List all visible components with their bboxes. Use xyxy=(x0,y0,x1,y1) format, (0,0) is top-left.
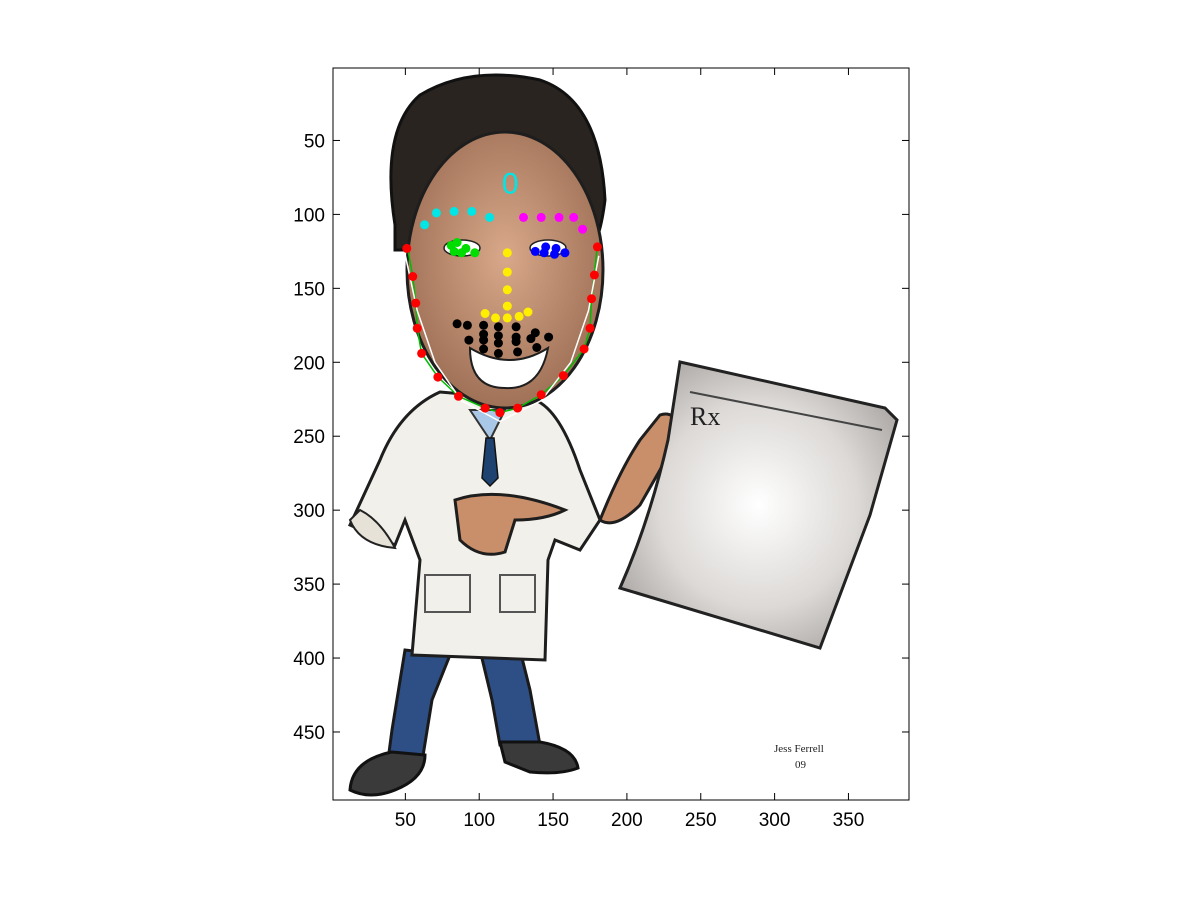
landmark-point-s4-4 xyxy=(550,249,559,259)
rx-symbol: Rx xyxy=(690,402,720,431)
landmark-point-s0-8 xyxy=(495,408,505,418)
landmark-point-s3-4 xyxy=(457,248,466,258)
coat-drawing xyxy=(348,390,682,662)
landmark-point-s6-18 xyxy=(479,335,489,345)
landmark-curve-1 xyxy=(404,255,600,423)
landmark-point-s5-5 xyxy=(491,313,500,323)
x-tick-label-5: 300 xyxy=(759,810,791,831)
landmark-point-s0-0 xyxy=(402,243,412,253)
landmark-point-s6-13 xyxy=(493,331,503,341)
y-tick-label-5: 300 xyxy=(293,501,325,522)
landmark-point-s3-5 xyxy=(449,246,459,256)
landmark-point-s6-4 xyxy=(511,322,521,332)
landmark-point-s5-8 xyxy=(523,307,533,317)
landmark-point-s5-6 xyxy=(502,313,512,323)
landmark-point-s2-0 xyxy=(519,212,528,222)
cartoon-image: Rx Jess Ferrell 09 xyxy=(333,68,909,800)
y-tick-label-7: 400 xyxy=(293,649,325,670)
landmark-point-s6-9 xyxy=(493,348,503,358)
x-axis: 50 100 150 200 250 300 350 xyxy=(395,68,864,831)
y-tick-label-3: 200 xyxy=(293,353,325,374)
landmark-point-s1-2 xyxy=(449,206,459,216)
landmark-point-s5-1 xyxy=(502,267,512,277)
landmark-point-s6-10 xyxy=(479,344,489,354)
landmark-point-s1-3 xyxy=(467,206,477,216)
landmark-point-s1-0 xyxy=(420,220,430,230)
y-tick-label-4: 250 xyxy=(293,427,325,448)
axes-frame xyxy=(332,67,910,801)
landmark-point-s4-3 xyxy=(560,248,570,258)
landmark-point-s4-5 xyxy=(539,248,549,258)
landmark-point-s0-13 xyxy=(585,323,595,333)
x-tick-label-6: 350 xyxy=(833,810,865,831)
landmark-point-s1-4 xyxy=(485,212,495,222)
y-tick-label-6: 350 xyxy=(293,575,325,596)
landmark-point-s2-4 xyxy=(578,224,588,234)
landmark-point-s0-9 xyxy=(513,403,523,413)
landmark-point-s0-11 xyxy=(558,371,568,381)
x-tick-label-4: 250 xyxy=(685,810,717,831)
landmark-point-s5-2 xyxy=(502,285,512,295)
landmark-point-s0-7 xyxy=(480,403,490,413)
signature-line1: Jess Ferrell xyxy=(774,743,824,755)
landmark-point-s1-1 xyxy=(431,208,441,218)
y-tick-label-0: 50 xyxy=(304,131,325,152)
landmark-point-s0-3 xyxy=(412,323,422,333)
landmark-point-s6-0 xyxy=(452,319,462,329)
landmark-point-s0-2 xyxy=(411,298,421,308)
y-tick-label-2: 150 xyxy=(293,279,325,300)
landmark-point-s5-7 xyxy=(514,311,524,321)
x-tick-label-2: 150 xyxy=(537,810,569,831)
landmark-point-s2-3 xyxy=(569,212,579,222)
prescription-sheet: Rx Jess Ferrell 09 xyxy=(617,360,899,771)
landmark-point-s0-5 xyxy=(433,372,443,382)
signature-line2: 09 xyxy=(795,759,807,771)
landmark-point-s3-3 xyxy=(470,248,480,258)
landmark-point-s0-1 xyxy=(408,272,418,281)
landmark-point-s6-1 xyxy=(462,320,472,330)
landmark-point-s0-15 xyxy=(589,270,599,280)
landmark-label: 0 xyxy=(502,167,519,200)
landmark-point-s6-16 xyxy=(511,337,521,347)
landmark-point-s0-12 xyxy=(579,344,589,354)
y-tick-label-8: 450 xyxy=(293,723,325,744)
landmark-point-s5-3 xyxy=(502,301,512,311)
landmark-point-s0-6 xyxy=(454,391,463,401)
landmark-points xyxy=(402,206,602,418)
landmark-point-s6-7 xyxy=(532,343,542,352)
landmark-point-s0-16 xyxy=(592,242,602,252)
landmark-point-s5-4 xyxy=(480,309,490,318)
landmark-point-s6-11 xyxy=(464,335,474,345)
landmark-point-s2-1 xyxy=(536,212,546,222)
landmark-point-s3-1 xyxy=(452,238,462,247)
landmark-point-s0-4 xyxy=(417,348,427,358)
y-axis: 50 100 150 200 250 300 350 400 450 xyxy=(293,131,909,744)
landmark-point-s6-6 xyxy=(544,332,554,342)
landmark-point-s6-8 xyxy=(513,347,523,357)
landmark-point-s6-3 xyxy=(493,322,503,332)
landmark-point-s4-0 xyxy=(530,246,540,256)
landmark-point-s6-15 xyxy=(526,334,536,344)
landmark-point-s5-0 xyxy=(502,248,512,258)
y-tick-label-1: 100 xyxy=(293,205,325,226)
landmark-point-s0-10 xyxy=(536,390,546,400)
landmark-point-s0-14 xyxy=(587,294,596,304)
x-tick-label-3: 200 xyxy=(611,810,643,831)
landmark-point-s6-17 xyxy=(493,338,503,348)
x-tick-label-0: 50 xyxy=(395,810,416,831)
landmark-point-s2-2 xyxy=(554,212,564,222)
landmark-point-s6-2 xyxy=(479,320,489,330)
x-tick-label-1: 100 xyxy=(463,810,495,831)
